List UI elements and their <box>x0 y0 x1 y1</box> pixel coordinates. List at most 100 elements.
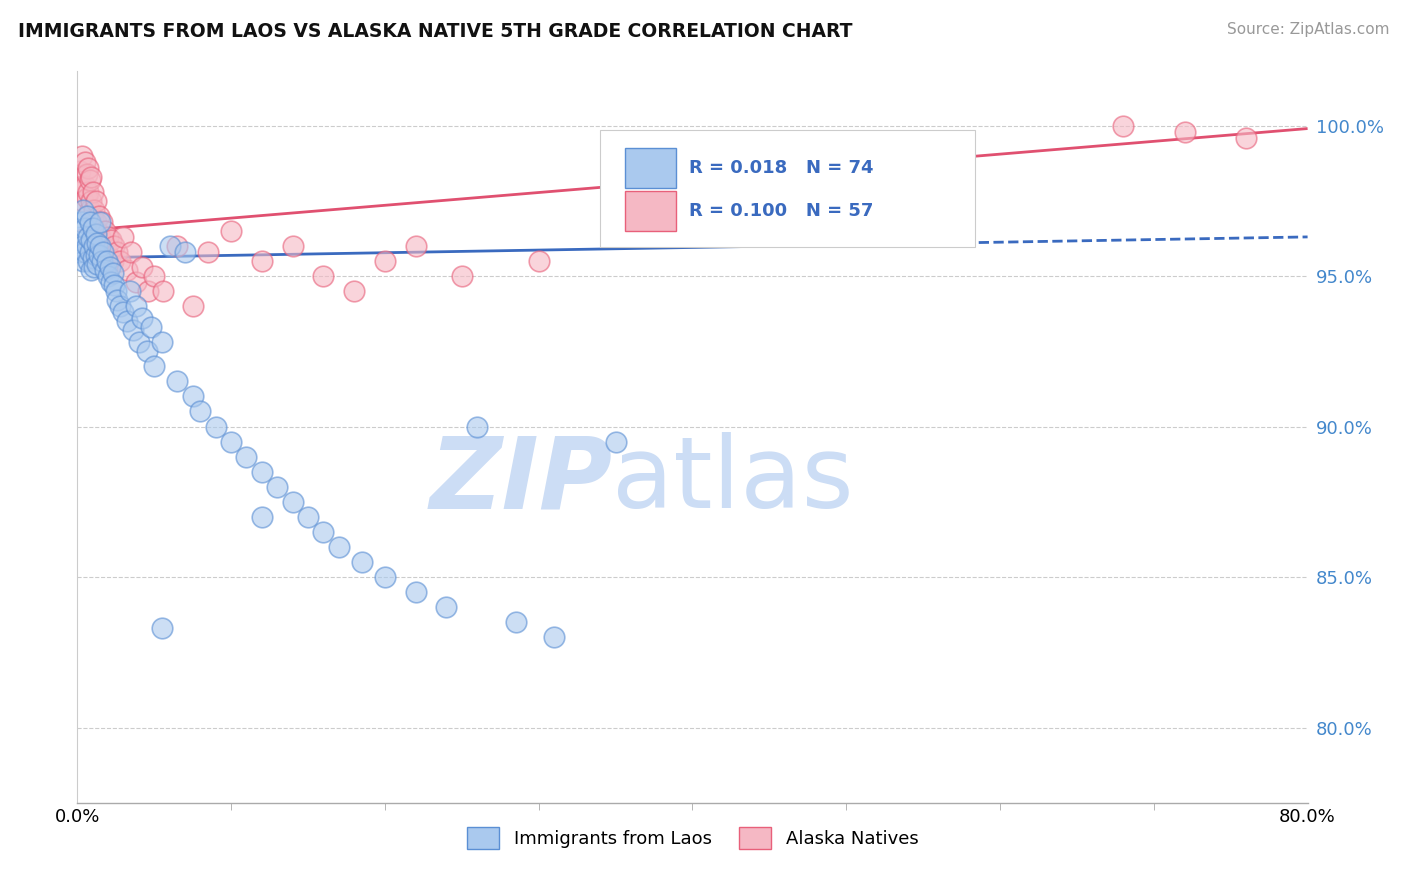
Point <box>90 254 114 268</box>
Point <box>84 215 107 229</box>
Point <box>105 293 128 307</box>
Point <box>115 263 138 277</box>
Point <box>83 239 105 253</box>
Point <box>101 266 124 280</box>
Point <box>505 615 527 630</box>
Legend: Immigrants from Laos, Alaska Natives: Immigrants from Laos, Alaska Natives <box>460 820 925 856</box>
Point <box>90 215 114 229</box>
Point <box>112 305 135 319</box>
Point <box>152 284 174 298</box>
Point <box>328 540 350 554</box>
Point <box>174 244 197 259</box>
FancyBboxPatch shape <box>600 130 976 247</box>
Point <box>312 268 335 283</box>
Point <box>80 233 103 247</box>
Point <box>121 323 143 337</box>
Point <box>141 320 163 334</box>
Point <box>79 172 101 186</box>
Point <box>527 254 550 268</box>
Point <box>89 215 111 229</box>
Point <box>188 404 212 418</box>
Point <box>312 524 335 539</box>
Bar <box>624 148 676 188</box>
Point <box>72 202 94 217</box>
Point <box>73 154 96 169</box>
Point <box>96 244 118 259</box>
Point <box>82 211 104 226</box>
Point <box>219 434 242 449</box>
Point <box>465 419 488 434</box>
Point <box>70 178 93 193</box>
Point <box>350 555 373 569</box>
Point <box>80 263 103 277</box>
Point <box>143 359 166 374</box>
Point <box>70 148 93 162</box>
Point <box>76 239 98 253</box>
Text: IMMIGRANTS FROM LAOS VS ALASKA NATIVE 5TH GRADE CORRELATION CHART: IMMIGRANTS FROM LAOS VS ALASKA NATIVE 5T… <box>18 22 853 41</box>
Point <box>150 621 173 635</box>
Point <box>69 163 91 178</box>
Point <box>98 251 121 265</box>
Text: atlas: atlas <box>613 433 853 530</box>
Point <box>97 268 120 283</box>
Point <box>94 263 117 277</box>
Bar <box>624 191 676 231</box>
Point <box>84 248 107 262</box>
Point <box>450 268 472 283</box>
Point <box>73 244 96 259</box>
Point <box>86 235 108 250</box>
Point <box>96 254 118 268</box>
Point <box>297 509 319 524</box>
Point <box>103 278 125 293</box>
Point <box>93 244 115 259</box>
Point <box>1234 130 1257 145</box>
Point <box>79 202 101 217</box>
Point <box>67 185 90 199</box>
Point <box>86 224 108 238</box>
Text: Source: ZipAtlas.com: Source: ZipAtlas.com <box>1226 22 1389 37</box>
Point <box>150 335 173 350</box>
Point <box>1112 119 1135 133</box>
Point <box>128 335 150 350</box>
Point <box>87 209 110 223</box>
Point <box>84 227 107 241</box>
Point <box>235 450 257 464</box>
Point <box>204 419 226 434</box>
Point <box>135 344 157 359</box>
Point <box>73 220 96 235</box>
Point <box>82 185 104 199</box>
Point <box>405 239 427 253</box>
Point <box>79 215 101 229</box>
Point <box>80 169 103 184</box>
Point <box>103 239 125 253</box>
Point <box>72 194 94 208</box>
Point <box>281 495 304 509</box>
Point <box>110 254 132 268</box>
Point <box>84 194 107 208</box>
Point <box>405 585 427 599</box>
Point <box>83 260 105 274</box>
Point <box>166 239 188 253</box>
Point <box>80 194 103 208</box>
Point <box>101 254 124 268</box>
Point <box>72 254 94 268</box>
Point <box>77 230 100 244</box>
Point <box>67 244 90 259</box>
Point <box>79 244 101 259</box>
Point <box>125 299 148 313</box>
Point <box>76 167 98 181</box>
Text: R = 0.018   N = 74: R = 0.018 N = 74 <box>689 159 873 177</box>
Point <box>93 239 115 253</box>
Point <box>112 230 135 244</box>
Point <box>73 178 96 193</box>
Point <box>120 244 142 259</box>
Point <box>374 570 396 584</box>
Point <box>76 191 98 205</box>
Point <box>83 202 105 217</box>
Point <box>105 244 128 259</box>
Point <box>76 209 98 223</box>
Point <box>543 630 565 644</box>
Point <box>77 161 100 175</box>
Point <box>87 248 110 262</box>
Point <box>605 434 627 449</box>
